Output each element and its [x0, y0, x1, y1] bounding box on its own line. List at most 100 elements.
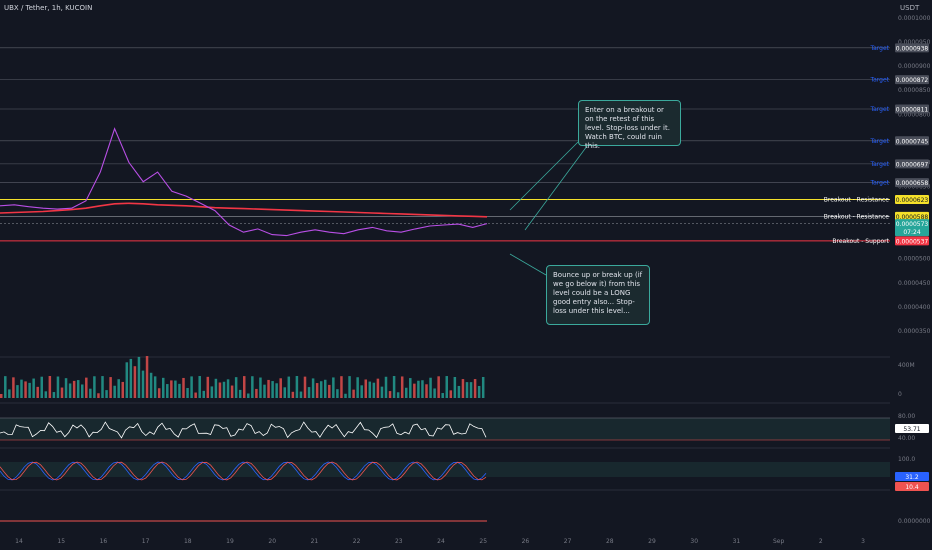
volume-bar [287, 376, 291, 398]
level-price: 0.0000588 [896, 214, 929, 221]
volume-bar [141, 370, 145, 398]
volume-bar [441, 393, 444, 398]
volume-bar [295, 376, 299, 398]
volume-bar [68, 383, 72, 398]
volume-bar [449, 390, 453, 398]
volume-bar [360, 385, 363, 398]
y-tick-label: 0.0000850 [898, 87, 931, 94]
rsi-band [0, 418, 890, 440]
volume-bar [392, 376, 396, 398]
stoch-tick: 100.0 [898, 456, 915, 463]
volume-bar [198, 376, 201, 398]
volume-bar [125, 362, 129, 398]
y-tick-label: 0.0000950 [898, 39, 931, 46]
y-tick-label: 0.0000800 [898, 111, 931, 118]
ema-line [0, 202, 488, 218]
volume-bar [214, 378, 218, 398]
volume-bar [319, 381, 323, 398]
level-price-tag [895, 136, 929, 146]
y-tick-label: 0.0000900 [898, 63, 931, 70]
volume-bar [133, 366, 137, 398]
volume-bar [190, 376, 193, 398]
volume-bar [271, 381, 274, 398]
volume-bar [137, 356, 141, 398]
x-tick-label: 24 [437, 538, 445, 545]
callout-line [509, 253, 547, 276]
y-tick-label: 0.0000350 [898, 328, 931, 335]
y-tick-label: 0.0000400 [898, 304, 931, 311]
level-label: Target [869, 138, 889, 145]
current-price: 0.0000573 [896, 221, 929, 228]
volume-bar [340, 376, 343, 398]
volume-bar [238, 389, 242, 398]
volume-bar [259, 377, 262, 398]
volume-bar [206, 376, 210, 398]
volume-bar [469, 382, 473, 398]
volume-bar [105, 390, 108, 398]
level-price-tag [895, 43, 929, 53]
volume-bar [97, 393, 100, 398]
rsi-tick: 80.00 [898, 413, 915, 420]
level-price-tag [895, 194, 929, 204]
x-tick-label: 17 [142, 538, 150, 545]
volume-bar [461, 379, 465, 398]
x-tick-label: 15 [57, 538, 65, 545]
volume-bar [218, 382, 222, 398]
volume-bar [56, 376, 60, 398]
volume-bar [348, 376, 351, 398]
volume-bar [477, 385, 481, 398]
volume-bar [12, 377, 15, 398]
volume-bar [328, 384, 331, 398]
volume-bar [267, 379, 270, 398]
x-tick-label: 16 [100, 538, 108, 545]
x-tick-label: 25 [479, 538, 487, 545]
volume-bar [16, 385, 19, 398]
volume-bar [400, 376, 404, 398]
volume-bar [64, 378, 68, 398]
volume-bar [352, 389, 355, 398]
volume-bar [81, 384, 84, 398]
volume-bar [149, 372, 153, 398]
volume-bar [166, 384, 169, 398]
volume-bar [153, 376, 157, 398]
level-price-tag [895, 178, 929, 188]
price-line [0, 127, 488, 237]
volume-bar [24, 381, 27, 398]
annotation-support[interactable]: Bounce up or break up (if we go below it… [546, 265, 650, 325]
volume-bar [396, 392, 400, 398]
level-price: 0.0000872 [896, 77, 929, 84]
volume-bar [8, 389, 11, 398]
volume-bar [336, 389, 339, 398]
volume-bar [303, 376, 307, 398]
volume-bar [178, 383, 181, 398]
volume-bar [117, 379, 120, 398]
annotation-breakout[interactable]: Enter on a breakout or on the retest of … [578, 100, 681, 150]
volume-bar [93, 376, 96, 398]
volume-bar [433, 388, 436, 398]
volume-bar [28, 382, 31, 398]
chart-title: UBX / Tether, 1h, KUCOIN [4, 4, 93, 12]
x-tick-label: Sep [773, 538, 785, 545]
stoch-d-tag [895, 482, 929, 491]
volume-bar [162, 377, 165, 398]
volume-bar [356, 377, 359, 398]
volume-tick: 400M [898, 362, 915, 369]
level-label: Target [869, 106, 889, 113]
volume-bar [481, 376, 485, 398]
level-price: 0.0000623 [896, 197, 929, 204]
current-price-tag [895, 219, 929, 237]
volume-bar [388, 391, 392, 398]
volume-bar [44, 391, 48, 398]
volume-bar [283, 387, 286, 398]
rsi-tick: 40.00 [898, 435, 915, 442]
stoch-d-line [0, 461, 487, 481]
volume-bar [230, 385, 234, 398]
x-tick-label: 29 [648, 538, 656, 545]
volume-bar [263, 384, 266, 398]
volume-bar [20, 379, 23, 398]
volume-bar [275, 383, 278, 398]
volume-bar [409, 378, 412, 398]
volume-bar [36, 386, 39, 398]
x-tick-label: 23 [395, 538, 403, 545]
